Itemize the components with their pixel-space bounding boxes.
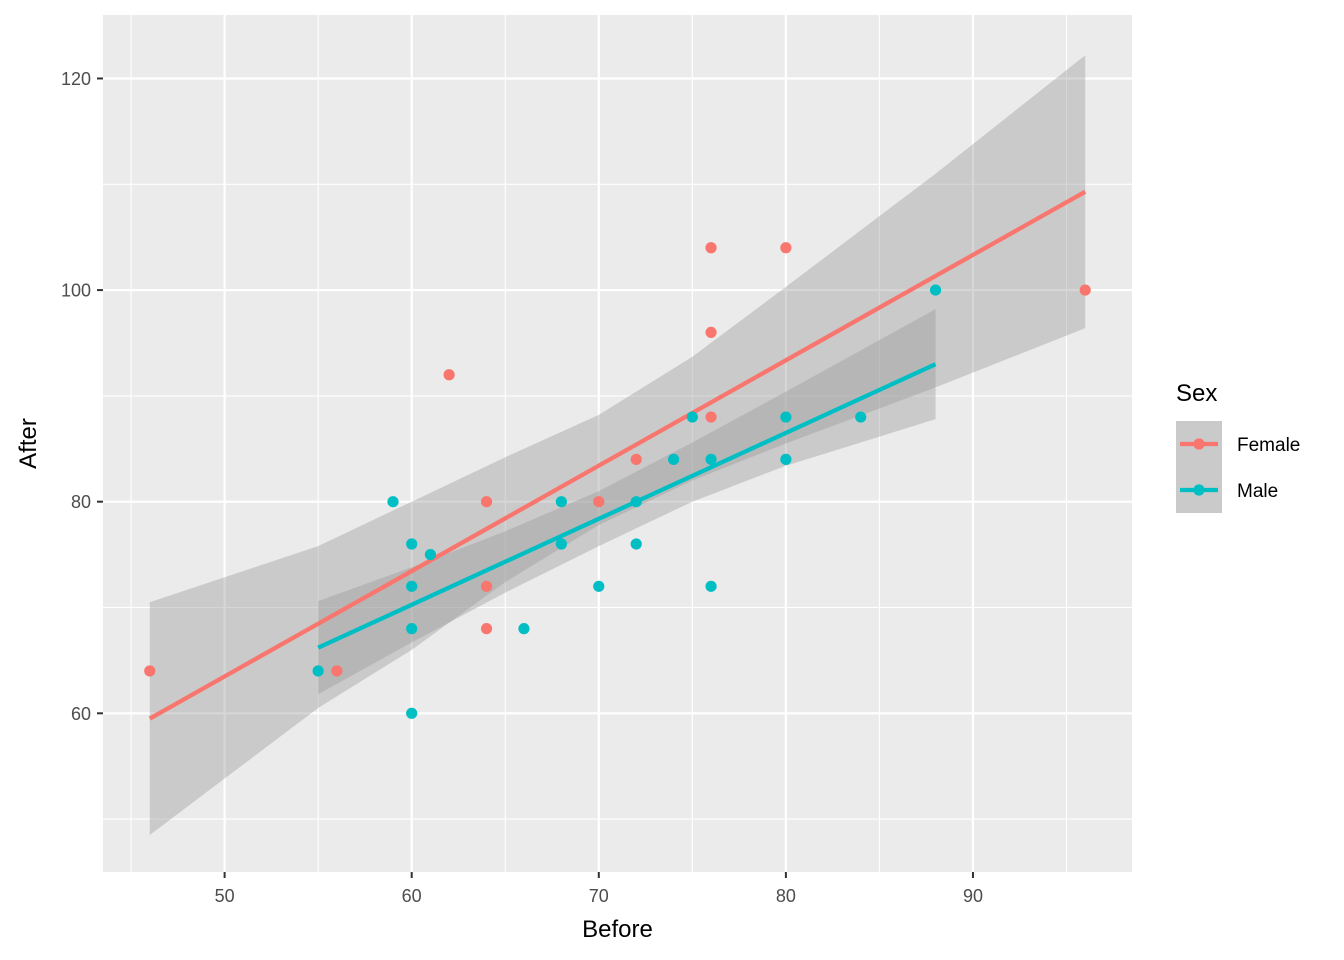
x-tick-label: 60 <box>402 886 422 906</box>
point-female <box>480 496 493 508</box>
legend-title: Sex <box>1176 380 1217 407</box>
point-male <box>555 538 567 550</box>
x-tick-label: 70 <box>589 886 609 906</box>
point-female <box>705 242 717 254</box>
major-gridlines <box>103 15 1132 872</box>
point-male <box>312 665 324 677</box>
point-male <box>593 580 605 592</box>
point-male <box>668 453 680 465</box>
point-male <box>555 496 567 508</box>
point-male <box>705 453 717 465</box>
point-male <box>630 496 642 508</box>
legend-key-point <box>1193 438 1205 450</box>
point-female <box>331 665 343 677</box>
point-male <box>424 548 437 561</box>
x-tick-label: 90 <box>963 886 983 906</box>
point-male <box>406 538 418 550</box>
point-female <box>480 580 493 592</box>
point-female <box>1079 284 1091 296</box>
point-male <box>406 623 418 635</box>
point-female <box>780 242 792 254</box>
confidence-band-female <box>149 55 1086 835</box>
confidence-bands <box>149 55 1086 835</box>
y-tick-label: 80 <box>71 492 91 512</box>
y-tick-label: 120 <box>61 69 91 89</box>
fit-line-female <box>148 189 1087 721</box>
minor-gridlines <box>103 15 1132 872</box>
legend: Sex Female Male <box>1176 380 1300 513</box>
point-male <box>387 496 399 508</box>
data-points <box>144 242 1091 719</box>
point-male <box>855 411 867 423</box>
legend-label-female: Female <box>1237 435 1300 456</box>
plot-panel <box>103 15 1132 872</box>
y-tick-label: 60 <box>71 704 91 724</box>
point-male <box>780 453 792 465</box>
point-female <box>443 369 455 381</box>
point-female <box>480 623 493 635</box>
point-male <box>780 411 792 423</box>
point-female <box>705 326 717 339</box>
point-female <box>630 453 642 465</box>
x-axis: 50 60 70 80 90 <box>215 872 983 906</box>
point-male <box>406 580 418 592</box>
x-tick-label: 50 <box>215 886 235 906</box>
point-male <box>686 411 698 423</box>
legend-label-male: Male <box>1237 481 1278 502</box>
point-male <box>406 707 418 719</box>
fit-line-male <box>317 362 937 650</box>
point-female <box>705 411 717 423</box>
confidence-band-male <box>318 309 936 695</box>
x-axis-title: Before <box>582 916 653 943</box>
x-tick-label: 80 <box>776 886 796 906</box>
point-male <box>929 284 942 296</box>
regression-lines <box>148 189 1087 721</box>
y-axis: 60 80 100 120 <box>61 69 103 724</box>
point-male <box>518 623 530 635</box>
point-female <box>144 665 156 677</box>
point-male <box>630 538 642 550</box>
point-female <box>593 496 605 508</box>
y-axis-title: After <box>15 418 42 469</box>
legend-key-point <box>1193 484 1205 496</box>
point-male <box>705 580 717 592</box>
y-tick-label: 100 <box>61 281 91 301</box>
